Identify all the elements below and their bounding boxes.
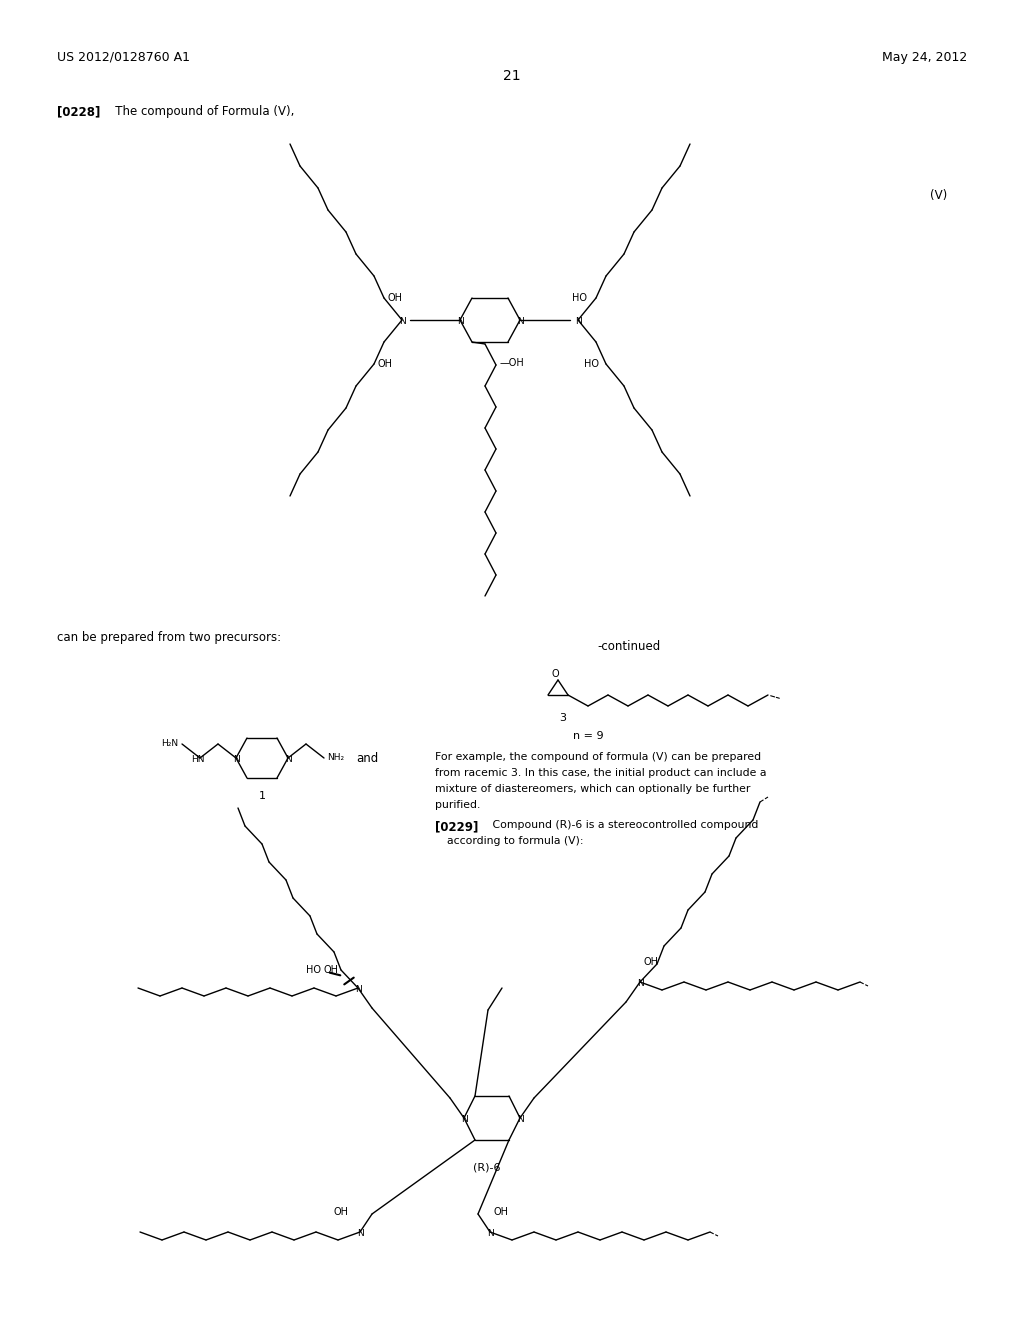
Text: from racemic 3. In this case, the initial product can include a: from racemic 3. In this case, the initia… [435,768,767,777]
Text: N: N [461,1114,467,1123]
Text: n = 9: n = 9 [573,731,603,741]
Text: purified.: purified. [435,800,480,810]
Text: N: N [517,317,523,326]
Text: N: N [398,317,406,326]
Text: N: N [356,1229,364,1238]
Text: [0229]: [0229] [435,820,478,833]
Text: HO: HO [572,293,587,304]
Text: O: O [551,669,559,678]
Text: US 2012/0128760 A1: US 2012/0128760 A1 [57,50,190,63]
Text: OH: OH [388,293,403,304]
Text: May 24, 2012: May 24, 2012 [882,50,967,63]
Text: HO: HO [306,965,321,975]
Text: The compound of Formula (V),: The compound of Formula (V), [104,106,294,119]
Text: HN: HN [191,755,205,764]
Text: 3: 3 [559,713,566,723]
Text: OH: OH [333,1206,348,1217]
Text: NH₂: NH₂ [327,754,344,763]
Text: N: N [285,755,292,763]
Text: N: N [457,317,464,326]
Text: 21: 21 [503,69,521,83]
Text: OH: OH [644,957,659,968]
Text: N: N [574,317,582,326]
Text: according to formula (V):: according to formula (V): [447,836,584,846]
Text: OH: OH [323,965,338,975]
Text: N: N [637,978,643,987]
Text: HO: HO [584,359,599,370]
Text: N: N [354,985,361,994]
Text: can be prepared from two precursors:: can be prepared from two precursors: [57,631,282,644]
Text: -continued: -continued [597,640,660,653]
Text: mixture of diastereomers, which can optionally be further: mixture of diastereomers, which can opti… [435,784,751,795]
Text: and: and [356,751,378,764]
Text: N: N [486,1229,494,1238]
Text: N: N [232,755,240,763]
Text: H₂N: H₂N [161,739,178,748]
Text: OH: OH [378,359,393,370]
Text: [0228]: [0228] [57,106,100,119]
Text: Compound (R)-6 is a stereocontrolled compound: Compound (R)-6 is a stereocontrolled com… [482,820,759,830]
Text: For example, the compound of formula (V) can be prepared: For example, the compound of formula (V)… [435,752,761,762]
Text: —OH: —OH [500,358,524,368]
Text: 1: 1 [258,791,265,801]
Text: N: N [517,1114,523,1123]
Text: (V): (V) [930,189,947,202]
Text: OH: OH [494,1206,509,1217]
Text: (R)-6: (R)-6 [473,1163,501,1173]
